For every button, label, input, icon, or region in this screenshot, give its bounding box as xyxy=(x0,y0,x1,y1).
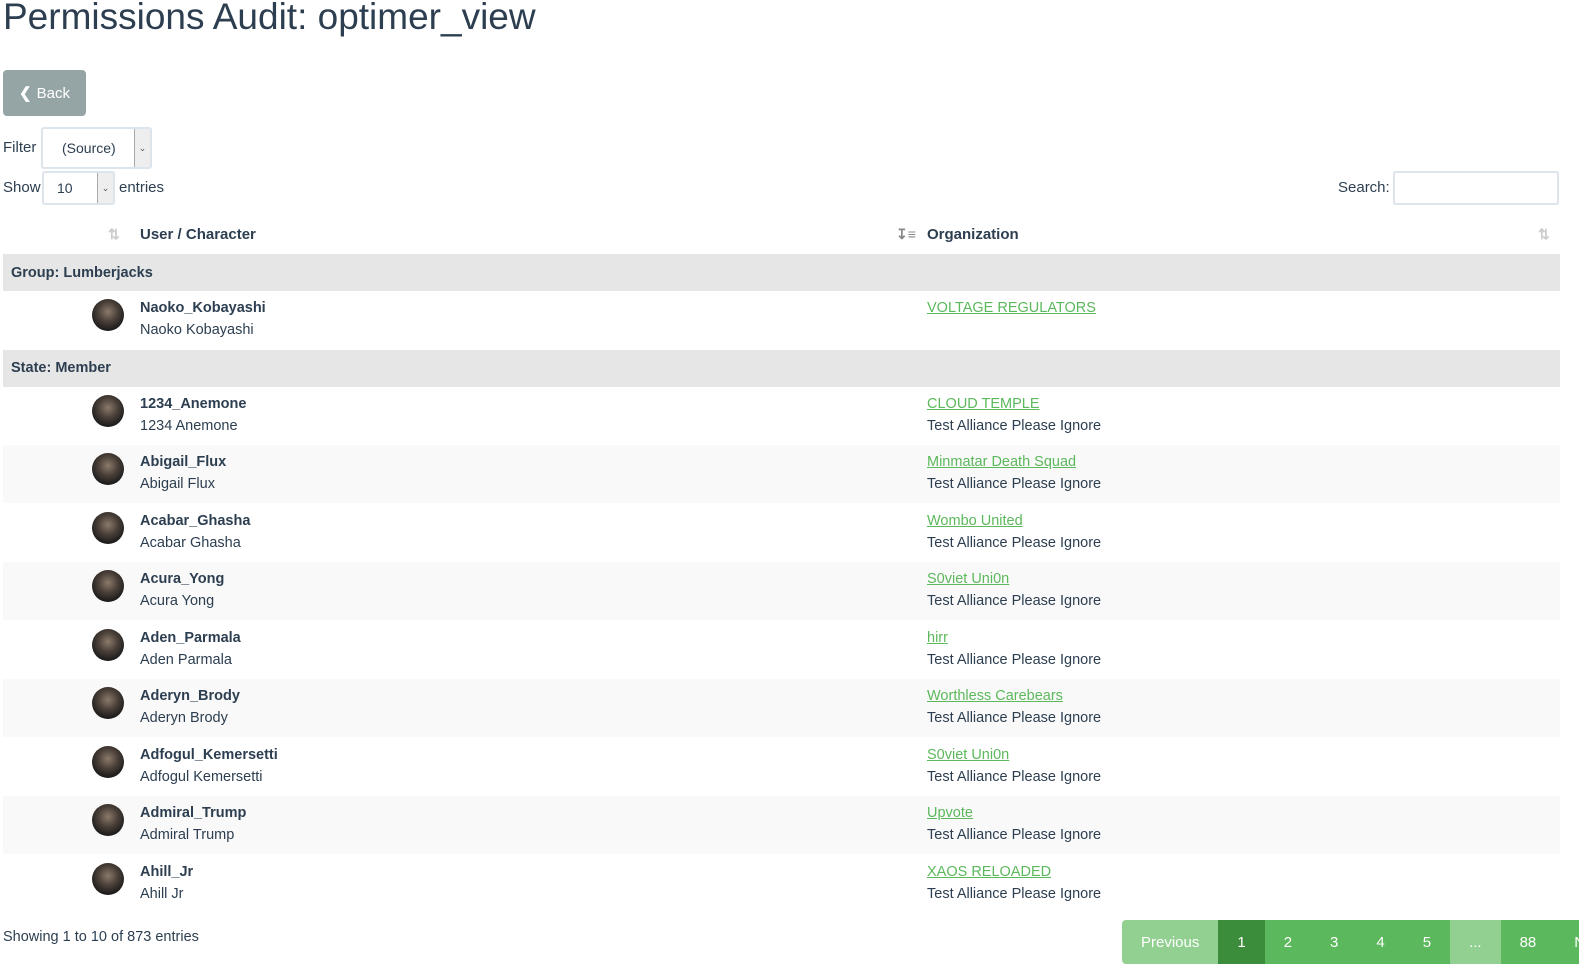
column-header-user[interactable]: User / Character xyxy=(140,226,256,243)
page-title: Permissions Audit: optimer_view xyxy=(3,0,536,37)
search-input[interactable] xyxy=(1393,171,1559,205)
page-1[interactable]: 1 xyxy=(1218,920,1265,964)
next-button[interactable]: Next xyxy=(1555,920,1579,964)
alliance-name: Test Alliance Please Ignore xyxy=(927,827,1102,843)
character-name: 1234 Anemone xyxy=(140,417,238,434)
organization-link[interactable]: VOLTAGE REGULATORS xyxy=(927,300,1096,316)
entries-select[interactable]: 10 ⌄ xyxy=(42,171,115,205)
user-name: 1234_Anemone xyxy=(140,395,247,412)
user-name: Naoko_Kobayashi xyxy=(140,300,266,316)
alliance-name: Test Alliance Please Ignore xyxy=(927,476,1102,492)
table-row: Admiral_Trump Admiral Trump Upvote Test … xyxy=(3,796,1560,854)
pagination: Previous 1 2 3 4 5 ... 88 Next xyxy=(1122,920,1579,964)
table-row: Acabar_Ghasha Acabar Ghasha Wombo United… xyxy=(3,504,1560,562)
table-row: Acura_Yong Acura Yong S0viet Uni0n Test … xyxy=(3,562,1560,620)
user-name: Abigail_Flux xyxy=(140,454,227,470)
avatar xyxy=(92,687,124,719)
table-info: Showing 1 to 10 of 873 entries xyxy=(3,929,199,945)
search-label: Search: xyxy=(1338,179,1390,196)
avatar xyxy=(92,862,124,895)
table-row: Ahill_Jr Ahill Jr XAOS RELOADED Test All… xyxy=(3,855,1560,913)
page-4[interactable]: 4 xyxy=(1357,920,1404,964)
organization-link[interactable]: Worthless Carebears xyxy=(927,688,1063,704)
character-name: Naoko Kobayashi xyxy=(140,322,254,338)
user-name: Ahill_Jr xyxy=(140,863,194,880)
back-button[interactable]: ❮ Back xyxy=(3,70,86,116)
organization-link[interactable]: CLOUD TEMPLE xyxy=(927,395,1040,412)
organization-link[interactable]: S0viet Uni0n xyxy=(927,746,1010,763)
avatar xyxy=(92,453,124,485)
alliance-name: Test Alliance Please Ignore xyxy=(927,651,1102,668)
user-name: Aderyn_Brody xyxy=(140,688,240,704)
chevron-down-icon: ⌄ xyxy=(134,129,150,167)
table-row: Naoko_Kobayashi Naoko Kobayashi VOLTAGE … xyxy=(3,291,1560,349)
alliance-name: Test Alliance Please Ignore xyxy=(927,885,1102,902)
alliance-name: Test Alliance Please Ignore xyxy=(927,593,1102,609)
organization-link[interactable]: Upvote xyxy=(927,805,973,821)
avatar xyxy=(92,299,124,331)
group-header: Group: Lumberjacks xyxy=(3,254,1560,291)
alliance-name: Test Alliance Please Ignore xyxy=(927,768,1102,785)
alliance-name: Test Alliance Please Ignore xyxy=(927,417,1102,434)
organization-link[interactable]: Minmatar Death Squad xyxy=(927,454,1077,470)
page-5[interactable]: 5 xyxy=(1403,920,1451,964)
alliance-name: Test Alliance Please Ignore xyxy=(927,534,1102,551)
chevron-down-icon: ⌄ xyxy=(97,173,113,203)
avatar xyxy=(92,394,124,427)
table-row: Adfogul_Kemersetti Adfogul Kemersetti S0… xyxy=(3,738,1560,796)
sort-ascending-icon[interactable]: ↧≡ xyxy=(896,226,916,242)
user-name: Acura_Yong xyxy=(140,571,225,587)
character-name: Adfogul Kemersetti xyxy=(140,768,263,785)
character-name: Abigail Flux xyxy=(140,476,215,492)
table-row: Abigail_Flux Abigail Flux Minmatar Death… xyxy=(3,445,1560,503)
character-name: Admiral Trump xyxy=(140,827,235,843)
user-name: Aden_Parmala xyxy=(140,629,241,646)
sort-icon[interactable]: ⇅ xyxy=(1538,226,1550,242)
character-name: Aden Parmala xyxy=(140,651,232,668)
ellipsis: ... xyxy=(1450,920,1501,964)
user-name: Acabar_Ghasha xyxy=(140,512,251,529)
previous-button[interactable]: Previous xyxy=(1122,920,1219,964)
column-header-organization[interactable]: Organization xyxy=(927,226,1019,243)
avatar xyxy=(92,745,124,778)
entries-label: entries xyxy=(119,179,165,196)
organization-link[interactable]: Wombo United xyxy=(927,512,1023,529)
filter-select[interactable]: (Source) ⌄ xyxy=(41,127,152,169)
character-name: Aderyn Brody xyxy=(140,710,228,726)
character-name: Acabar Ghasha xyxy=(140,534,241,551)
show-label: Show xyxy=(3,179,41,196)
alliance-name: Test Alliance Please Ignore xyxy=(927,710,1102,726)
sort-icon[interactable]: ⇅ xyxy=(108,226,120,242)
user-name: Admiral_Trump xyxy=(140,805,247,821)
table-row: Aden_Parmala Aden Parmala hirr Test Alli… xyxy=(3,621,1560,679)
page-3[interactable]: 3 xyxy=(1311,920,1358,964)
organization-link[interactable]: hirr xyxy=(927,629,948,646)
avatar xyxy=(92,804,124,836)
avatar xyxy=(92,511,124,544)
table-row: Aderyn_Brody Aderyn Brody Worthless Care… xyxy=(3,679,1560,737)
avatar xyxy=(92,570,124,602)
chevron-left-icon: ❮ xyxy=(19,85,32,102)
organization-link[interactable]: XAOS RELOADED xyxy=(927,863,1052,880)
filter-label: Filter xyxy=(3,139,37,156)
group-header: State: Member xyxy=(3,349,1560,387)
character-name: Acura Yong xyxy=(140,593,215,609)
avatar xyxy=(92,628,124,661)
user-name: Adfogul_Kemersetti xyxy=(140,746,278,763)
table-row: 1234_Anemone 1234 Anemone CLOUD TEMPLE T… xyxy=(3,387,1560,445)
page-2[interactable]: 2 xyxy=(1264,920,1312,964)
organization-link[interactable]: S0viet Uni0n xyxy=(927,571,1010,587)
character-name: Ahill Jr xyxy=(140,885,184,902)
page-88[interactable]: 88 xyxy=(1500,920,1556,964)
